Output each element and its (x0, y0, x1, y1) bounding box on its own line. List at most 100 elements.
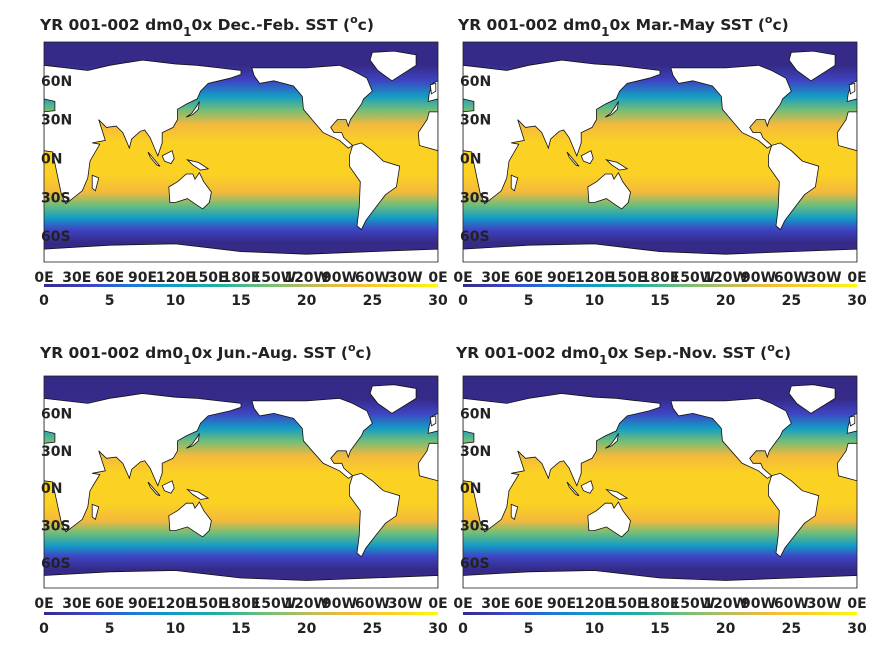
land-mass (768, 142, 820, 231)
x-tick-label: 120E (156, 596, 195, 612)
x-tick-label: 180E (222, 270, 261, 286)
x-tick-label: 150E (189, 270, 228, 286)
x-tick-label: 0E (453, 596, 472, 612)
sst-panel-1: YR 001-002 dm010x Dec.-Feb. SST (oc) 60N 3… (34, 13, 448, 309)
land-mass (417, 442, 438, 482)
y-tick-label: 60S (460, 556, 490, 572)
colorbar-tick-label: 20 (716, 621, 736, 637)
x-tick-label: 150E (608, 596, 647, 612)
land-mass (768, 472, 820, 558)
land-mass (605, 101, 619, 118)
land-mass (251, 64, 373, 149)
land-mass (147, 481, 161, 497)
land-mass (566, 481, 580, 497)
land-mass (91, 174, 100, 192)
land-mass (349, 472, 401, 558)
x-tick-label: 0E (847, 596, 866, 612)
land-mass (186, 159, 210, 171)
land-mass (788, 50, 836, 82)
y-tick-label: 30S (41, 519, 71, 535)
x-tick-label: 90W (741, 596, 776, 612)
x-tick-label: 30E (62, 596, 91, 612)
colorbar-tick-label: 10 (166, 621, 186, 637)
land-mass (147, 151, 161, 167)
x-tick-label: 30E (62, 270, 91, 286)
y-tick-label: 30S (460, 190, 490, 206)
colorbar (463, 612, 857, 615)
colorbar-tick-label: 10 (166, 293, 186, 309)
land-mass (186, 433, 200, 449)
land-mass (587, 501, 631, 538)
colorbar (44, 612, 438, 615)
panel-title: YR 001-002 dm010x Dec.-Feb. SST (oc) (39, 13, 374, 39)
x-tick-label: 60E (95, 270, 124, 286)
land-mass (848, 82, 856, 95)
land-mass (369, 384, 417, 414)
land-mass (251, 397, 373, 479)
x-tick-label: 120W (284, 270, 329, 286)
panel-title: YR 001-002 dm010x Mar.-May SST (oc) (457, 13, 789, 39)
x-tick-label: 0E (428, 270, 447, 286)
y-tick-label: 30N (41, 113, 72, 129)
land-masses (463, 50, 857, 262)
colorbar-tick-label: 30 (428, 621, 448, 637)
x-tick-label: 30W (807, 270, 842, 286)
x-tick-label: 0E (34, 270, 53, 286)
x-tick-label: 120E (156, 270, 195, 286)
x-tick-label: 60E (514, 596, 543, 612)
land-masses (463, 384, 857, 588)
colorbar-tick-label: 15 (650, 621, 669, 637)
colorbar-tick-label: 25 (363, 293, 382, 309)
land-mass (463, 570, 857, 588)
x-tick-label: 90W (741, 270, 776, 286)
y-tick-label: 30S (41, 190, 71, 206)
x-tick-label: 30E (481, 596, 510, 612)
x-tick-label: 120E (575, 596, 614, 612)
x-tick-label: 120W (703, 596, 748, 612)
sst-panel-4: YR 001-002 dm010x Sep.-Nov. SST (oc) 60N 3… (453, 341, 867, 637)
x-tick-label: 30W (807, 596, 842, 612)
land-mass (369, 50, 417, 82)
land-mass (587, 171, 631, 210)
x-tick-label: 0E (847, 270, 866, 286)
colorbar-tick-label: 30 (428, 293, 448, 309)
y-tick-label: 60S (41, 556, 71, 572)
land-mass (44, 570, 438, 588)
x-tick-label: 60W (774, 596, 809, 612)
land-mass (463, 59, 661, 205)
land-mass (44, 393, 242, 533)
land-mass (91, 503, 100, 521)
colorbar-tick-label: 15 (231, 621, 250, 637)
land-mass (510, 503, 519, 521)
land-mass (186, 101, 200, 118)
colorbar-tick-label: 20 (716, 293, 736, 309)
x-tick-label: 0E (453, 270, 472, 286)
colorbar-tick-label: 0 (458, 293, 468, 309)
x-tick-label: 150W (670, 596, 715, 612)
x-tick-label: 90E (128, 270, 157, 286)
colorbar (44, 284, 438, 287)
y-tick-label: 60N (460, 74, 491, 90)
land-mass (463, 393, 661, 533)
land-mass (429, 82, 437, 95)
land-mass (566, 151, 580, 167)
x-tick-label: 90E (547, 596, 576, 612)
land-mass (788, 384, 836, 414)
colorbar-tick-label: 10 (585, 621, 605, 637)
land-mass (510, 174, 519, 192)
colorbar-tick-label: 5 (524, 293, 534, 309)
land-masses (44, 50, 438, 262)
colorbar-tick-label: 15 (650, 293, 669, 309)
land-mass (168, 501, 212, 538)
panel-title: YR 001-002 dm010x Sep.-Nov. SST (oc) (455, 341, 791, 367)
x-tick-label: 0E (428, 596, 447, 612)
land-mass (605, 433, 619, 449)
y-tick-label: 30N (41, 444, 72, 460)
land-mass (605, 159, 629, 171)
x-tick-label: 90E (128, 596, 157, 612)
colorbar-tick-label: 0 (39, 621, 49, 637)
land-mass (836, 111, 857, 152)
x-tick-label: 180E (641, 270, 680, 286)
land-mass (670, 397, 792, 479)
x-tick-label: 30W (388, 270, 423, 286)
